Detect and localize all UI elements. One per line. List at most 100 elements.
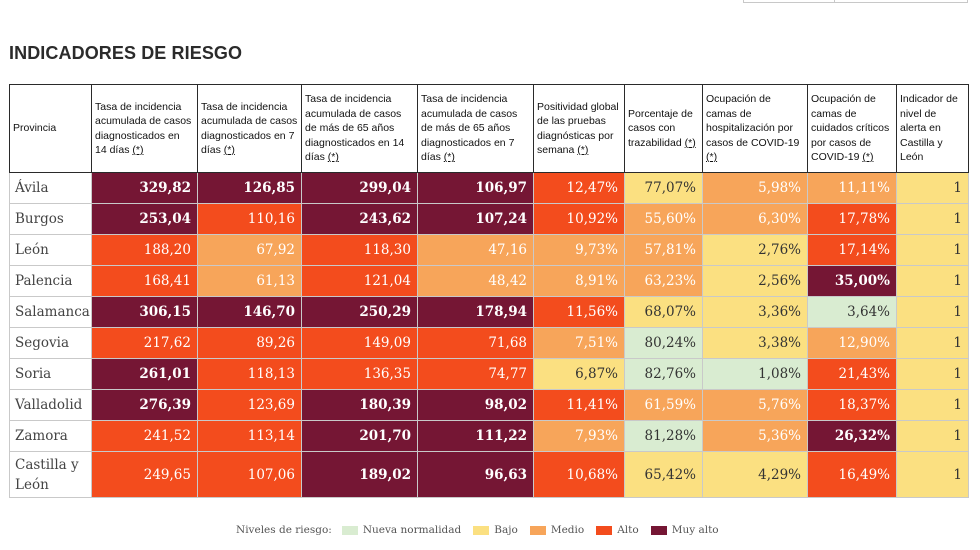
definition-link[interactable]: (*) (577, 144, 589, 156)
definition-link[interactable]: (*) (132, 144, 144, 156)
definition-link[interactable]: (*) (706, 151, 718, 164)
top-controls[interactable] (743, 0, 968, 3)
indicator-cell: 201,70 (301, 420, 418, 452)
indicator-cell: 107,06 (197, 451, 302, 498)
indicator-cell: 149,09 (301, 327, 418, 359)
indicator-cell: 1 (896, 234, 969, 266)
indicator-cell: 1 (896, 420, 969, 452)
column-header-text: Tasa de incidencia acumulada de casos di… (95, 100, 192, 157)
indicator-cell: 106,97 (417, 172, 534, 204)
indicator-cell: 241,52 (91, 420, 198, 452)
indicator-cell: 110,16 (197, 203, 302, 235)
indicator-cell: 17,78% (807, 203, 897, 235)
indicator-cell: 5,36% (702, 420, 808, 452)
legend-label: Alto (617, 524, 639, 536)
indicator-cell: 243,62 (301, 203, 418, 235)
indicator-cell: 329,82 (91, 172, 198, 204)
column-header: Ocupación de camas de hospitalización po… (702, 84, 808, 173)
indicator-cell: 98,02 (417, 389, 534, 421)
indicator-cell: 253,04 (91, 203, 198, 235)
province-name: Soria (9, 358, 92, 390)
indicator-cell: 81,28% (624, 420, 703, 452)
indicator-cell: 1 (896, 296, 969, 328)
indicator-cell: 89,26 (197, 327, 302, 359)
indicator-cell: 118,13 (197, 358, 302, 390)
column-header: Tasa de incidencia acumulada de casos di… (91, 84, 198, 173)
indicator-cell: 111,22 (417, 420, 534, 452)
indicator-cell: 74,77 (417, 358, 534, 390)
indicator-cell: 178,94 (417, 296, 534, 328)
indicator-cell: 276,39 (91, 389, 198, 421)
legend-swatch (529, 525, 546, 535)
column-header: Indicador de nivel de alerta en Castilla… (896, 84, 969, 173)
indicator-cell: 82,76% (624, 358, 703, 390)
indicator-cell: 299,04 (301, 172, 418, 204)
legend-label: Medio (550, 524, 585, 536)
indicator-cell: 96,63 (417, 451, 534, 498)
indicator-cell: 121,04 (301, 265, 418, 297)
indicator-cell: 57,81% (624, 234, 703, 266)
indicator-cell: 63,23% (624, 265, 703, 297)
table-row: Burgos 253,04 110,16 243,62 107,24 10,92% 55,6… (9, 203, 969, 235)
indicator-cell: 1 (896, 327, 969, 359)
indicator-cell: 2,76% (702, 234, 808, 266)
column-header: Positividad global de las pruebas diagnó… (533, 84, 625, 173)
province-name: Burgos (9, 203, 92, 235)
column-header: Tasa de incidencia acumulada de casos di… (197, 84, 302, 173)
table-row: Ávila 329,82 126,85 299,04 106,97 12,47% 77,07… (9, 172, 969, 204)
indicator-cell: 1 (896, 389, 969, 421)
top-controls-divider (834, 0, 835, 3)
column-header: Porcentaje de casos con trazabilidad (*) (624, 84, 703, 173)
legend-swatch (473, 525, 490, 535)
table-row: Zamora 241,52 113,14 201,70 111,22 7,93% 81,28… (9, 420, 969, 452)
province-name: Zamora (9, 420, 92, 452)
indicator-cell: 188,20 (91, 234, 198, 266)
table-row: León 188,20 67,92 118,30 47,16 9,73% 57,81% 2,7… (9, 234, 969, 266)
table-row: Salamanca 306,15 146,70 250,29 178,94 11,56% 6… (9, 296, 969, 328)
indicator-cell: 6,87% (533, 358, 625, 390)
indicator-cell: 18,37% (807, 389, 897, 421)
indicator-cell: 123,69 (197, 389, 302, 421)
indicator-cell: 21,43% (807, 358, 897, 390)
indicator-cell: 11,11% (807, 172, 897, 204)
table-row: Castilla y León 249,65 107,06 189,02 96,63 10… (9, 451, 969, 498)
indicator-cell: 55,60% (624, 203, 703, 235)
column-header-text: Ocupación de camas de hospitalización po… (706, 93, 800, 149)
column-header: Tasa de incidencia acumulada de casos de… (301, 84, 418, 173)
indicator-cell: 48,42 (417, 265, 534, 297)
table-row: Soria 261,01 118,13 136,35 74,77 6,87% 82,76% 1… (9, 358, 969, 390)
column-header-text: Porcentaje de casos con trazabilidad (628, 107, 693, 149)
column-header-text: Provincia (13, 122, 57, 135)
definition-link[interactable]: (*) (443, 151, 455, 164)
indicator-cell: 7,93% (533, 420, 625, 452)
definition-link[interactable]: (*) (862, 151, 874, 164)
table-row: Valladolid 276,39 123,69 180,39 98,02 11,41% 6… (9, 389, 969, 421)
indicator-cell: 1 (896, 451, 969, 498)
table-row: Segovia 217,62 89,26 149,09 71,68 7,51% 80,24%… (9, 327, 969, 359)
indicator-cell: 35,00% (807, 265, 897, 297)
risk-indicators-table: Provincia Tasa de incidencia acumulada de… (9, 84, 969, 498)
indicator-cell: 217,62 (91, 327, 198, 359)
province-name: Segovia (9, 327, 92, 359)
indicator-cell: 77,07% (624, 172, 703, 204)
table-row: Palencia 168,41 61,13 121,04 48,42 8,91% 63,23… (9, 265, 969, 297)
definition-link[interactable]: (*) (327, 151, 339, 164)
indicator-cell: 118,30 (301, 234, 418, 266)
indicator-cell: 5,98% (702, 172, 808, 204)
indicator-cell: 3,64% (807, 296, 897, 328)
indicator-cell: 146,70 (197, 296, 302, 328)
indicator-cell: 68,07% (624, 296, 703, 328)
legend-label: Nueva normalidad (362, 524, 462, 536)
legend-title: Niveles de riesgo: (236, 524, 332, 536)
legend-label: Bajo (494, 524, 518, 536)
indicator-cell: 8,91% (533, 265, 625, 297)
indicator-cell: 168,41 (91, 265, 198, 297)
definition-link[interactable]: (*) (684, 136, 696, 149)
definition-link[interactable]: (*) (223, 144, 235, 156)
indicator-cell: 1 (896, 358, 969, 390)
indicator-cell: 65,42% (624, 451, 703, 498)
indicator-cell: 10,68% (533, 451, 625, 498)
indicator-cell: 180,39 (301, 389, 418, 421)
indicator-cell: 6,30% (702, 203, 808, 235)
column-header: Tasa de incidencia acumulada de casos de… (417, 84, 534, 173)
